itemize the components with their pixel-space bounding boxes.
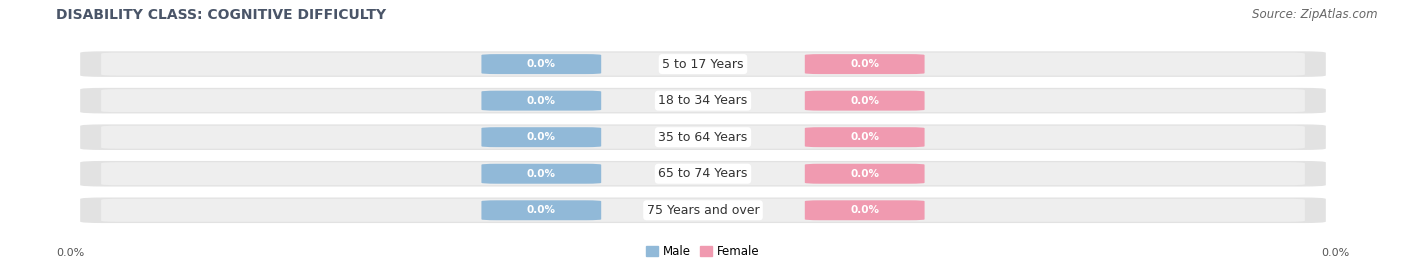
Text: 65 to 74 Years: 65 to 74 Years — [658, 167, 748, 180]
Text: 0.0%: 0.0% — [527, 96, 555, 106]
FancyBboxPatch shape — [101, 53, 1305, 76]
Text: 0.0%: 0.0% — [56, 248, 84, 258]
Text: 0.0%: 0.0% — [851, 169, 879, 179]
Text: 0.0%: 0.0% — [527, 205, 555, 215]
Text: 5 to 17 Years: 5 to 17 Years — [662, 58, 744, 70]
FancyBboxPatch shape — [101, 89, 1305, 112]
FancyBboxPatch shape — [481, 127, 602, 147]
Text: 0.0%: 0.0% — [527, 169, 555, 179]
FancyBboxPatch shape — [101, 162, 1305, 185]
FancyBboxPatch shape — [481, 54, 602, 74]
FancyBboxPatch shape — [80, 197, 1326, 223]
Text: 0.0%: 0.0% — [851, 59, 879, 69]
FancyBboxPatch shape — [481, 200, 602, 220]
Text: 0.0%: 0.0% — [527, 132, 555, 142]
Text: 35 to 64 Years: 35 to 64 Years — [658, 131, 748, 144]
Text: 0.0%: 0.0% — [527, 59, 555, 69]
FancyBboxPatch shape — [80, 88, 1326, 114]
FancyBboxPatch shape — [804, 200, 925, 220]
Text: 0.0%: 0.0% — [851, 96, 879, 106]
FancyBboxPatch shape — [804, 91, 925, 111]
Text: 0.0%: 0.0% — [851, 132, 879, 142]
FancyBboxPatch shape — [80, 51, 1326, 77]
Text: 0.0%: 0.0% — [851, 205, 879, 215]
Text: Source: ZipAtlas.com: Source: ZipAtlas.com — [1253, 8, 1378, 21]
Text: 18 to 34 Years: 18 to 34 Years — [658, 94, 748, 107]
Text: DISABILITY CLASS: COGNITIVE DIFFICULTY: DISABILITY CLASS: COGNITIVE DIFFICULTY — [56, 8, 387, 22]
FancyBboxPatch shape — [804, 127, 925, 147]
Text: 0.0%: 0.0% — [1322, 248, 1350, 258]
FancyBboxPatch shape — [804, 54, 925, 74]
FancyBboxPatch shape — [804, 164, 925, 184]
FancyBboxPatch shape — [481, 91, 602, 111]
Text: 75 Years and over: 75 Years and over — [647, 204, 759, 217]
FancyBboxPatch shape — [80, 161, 1326, 186]
FancyBboxPatch shape — [101, 199, 1305, 222]
FancyBboxPatch shape — [481, 164, 602, 184]
Legend: Male, Female: Male, Female — [641, 241, 765, 263]
FancyBboxPatch shape — [101, 126, 1305, 149]
FancyBboxPatch shape — [80, 124, 1326, 150]
